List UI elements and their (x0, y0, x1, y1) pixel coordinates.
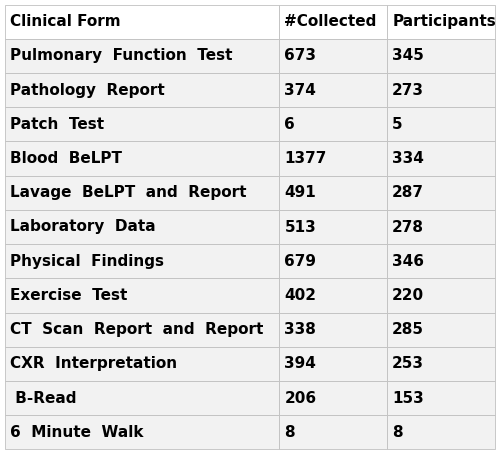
Text: 278: 278 (392, 219, 424, 235)
Text: 6  Minute  Walk: 6 Minute Walk (10, 425, 143, 440)
Text: 491: 491 (284, 185, 316, 200)
Bar (280, 107, 387, 142)
Text: Laboratory  Data: Laboratory Data (10, 219, 156, 235)
Text: 6: 6 (284, 117, 295, 132)
Bar (280, 381, 387, 415)
Text: Patch  Test: Patch Test (10, 117, 104, 132)
Text: 679: 679 (284, 254, 316, 269)
Text: 374: 374 (284, 83, 316, 98)
Text: CT  Scan  Report  and  Report: CT Scan Report and Report (10, 322, 264, 337)
Text: B-Read: B-Read (10, 390, 76, 405)
Text: 338: 338 (284, 322, 316, 337)
Bar (280, 415, 387, 449)
Bar (5, 107, 280, 142)
Bar (5, 381, 280, 415)
Text: 673: 673 (284, 49, 316, 64)
Bar (5, 176, 280, 210)
Bar (280, 73, 387, 107)
Text: Pulmonary  Function  Test: Pulmonary Function Test (10, 49, 232, 64)
Text: Blood  BeLPT: Blood BeLPT (10, 151, 122, 166)
Bar (387, 73, 495, 107)
Text: Exercise  Test: Exercise Test (10, 288, 128, 303)
Text: 345: 345 (392, 49, 424, 64)
Text: 5: 5 (392, 117, 403, 132)
Text: 334: 334 (392, 151, 424, 166)
Text: 394: 394 (284, 356, 316, 371)
Bar (280, 312, 387, 347)
Bar (280, 244, 387, 278)
Text: 513: 513 (284, 219, 316, 235)
Text: #Collected: #Collected (284, 14, 377, 29)
Text: 285: 285 (392, 322, 424, 337)
Text: 8: 8 (392, 425, 403, 440)
Bar (5, 278, 280, 312)
Bar (5, 5, 280, 39)
Bar (280, 210, 387, 244)
Bar (5, 210, 280, 244)
Bar (387, 39, 495, 73)
Text: Clinical Form: Clinical Form (10, 14, 120, 29)
Bar (387, 312, 495, 347)
Bar (387, 5, 495, 39)
Text: 8: 8 (284, 425, 295, 440)
Text: CXR  Interpretation: CXR Interpretation (10, 356, 177, 371)
Bar (280, 39, 387, 73)
Bar (387, 142, 495, 176)
Text: Lavage  BeLPT  and  Report: Lavage BeLPT and Report (10, 185, 246, 200)
Bar (280, 142, 387, 176)
Text: 153: 153 (392, 390, 424, 405)
Bar (5, 415, 280, 449)
Bar (5, 244, 280, 278)
Bar (5, 39, 280, 73)
Text: 273: 273 (392, 83, 424, 98)
Text: 220: 220 (392, 288, 424, 303)
Text: 1377: 1377 (284, 151, 327, 166)
Bar (5, 347, 280, 381)
Bar (387, 244, 495, 278)
Bar (280, 176, 387, 210)
Text: 206: 206 (284, 390, 316, 405)
Text: Pathology  Report: Pathology Report (10, 83, 165, 98)
Bar (387, 415, 495, 449)
Bar (387, 210, 495, 244)
Bar (5, 312, 280, 347)
Text: 346: 346 (392, 254, 424, 269)
Text: Physical  Findings: Physical Findings (10, 254, 164, 269)
Bar (387, 107, 495, 142)
Bar (280, 278, 387, 312)
Text: 287: 287 (392, 185, 424, 200)
Bar (5, 73, 280, 107)
Text: Participants: Participants (392, 14, 496, 29)
Text: 253: 253 (392, 356, 424, 371)
Bar (387, 381, 495, 415)
Bar (5, 142, 280, 176)
Bar (280, 347, 387, 381)
Bar (387, 176, 495, 210)
Text: 402: 402 (284, 288, 316, 303)
Bar (280, 5, 387, 39)
Bar (387, 278, 495, 312)
Bar (387, 347, 495, 381)
